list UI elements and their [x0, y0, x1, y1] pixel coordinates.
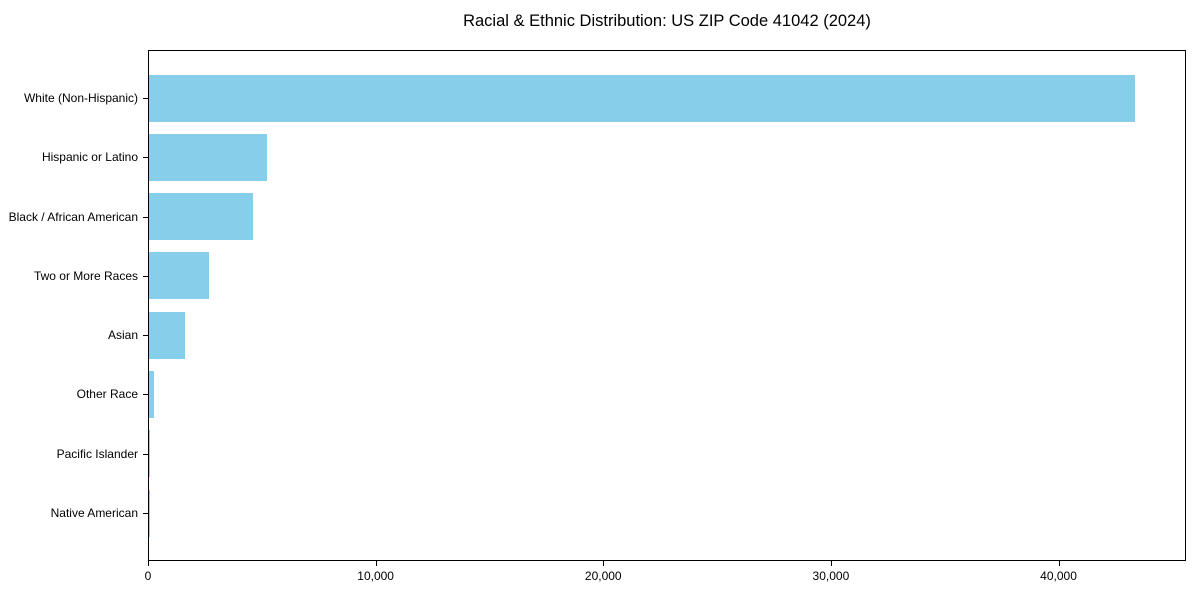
y-axis-tick [143, 394, 148, 396]
bar-asian [149, 311, 185, 359]
y-axis-tick [143, 453, 148, 455]
x-axis-tick [1058, 561, 1060, 566]
bar-pacific-islander [149, 430, 150, 478]
y-axis-tick [143, 98, 148, 99]
y-axis-label: White (Non-Hispanic) [23, 91, 138, 105]
y-axis-tick [143, 216, 148, 218]
y-axis-label: Pacific Islander [56, 446, 138, 461]
y-axis-tick [143, 335, 148, 337]
y-axis-tick [143, 513, 148, 514]
y-axis-label: Other Race [76, 387, 138, 402]
y-axis-tick [143, 275, 148, 277]
x-axis-label: 30,000 [812, 569, 850, 583]
y-axis-label: Black / African American [8, 209, 138, 224]
y-axis: White (Non-Hispanic) Hispanic or Latino Bl… [0, 50, 148, 561]
x-axis-tick [375, 561, 377, 566]
x-axis-label: 40,000 [1040, 569, 1077, 583]
y-axis-label: Asian [107, 328, 138, 343]
x-axis-tick [603, 561, 605, 566]
y-axis-label: Two or More Races [33, 268, 138, 283]
x-axis-label: 20,000 [584, 569, 622, 583]
bar-black-african-american [149, 193, 253, 241]
bar-two-or-more-races [149, 252, 209, 300]
y-axis-tick [143, 157, 148, 159]
y-axis-label: Hispanic or Latino [41, 150, 138, 165]
x-axis: 0 10,000 20,000 30,000 40,000 [144, 561, 1186, 595]
bar-hispanic-or-latino [149, 133, 267, 181]
x-axis-tick [830, 561, 832, 566]
bar-other-race [149, 370, 154, 418]
x-axis-label: 0 [144, 569, 152, 583]
x-axis-tick [148, 561, 149, 566]
y-axis-label: Native American [50, 506, 138, 520]
plot-area [148, 50, 1186, 561]
chart-title: Racial & Ethnic Distribution: US ZIP Cod… [463, 12, 871, 30]
bar-white-non-hispanic [149, 74, 1136, 122]
x-axis-label: 10,000 [357, 569, 394, 583]
